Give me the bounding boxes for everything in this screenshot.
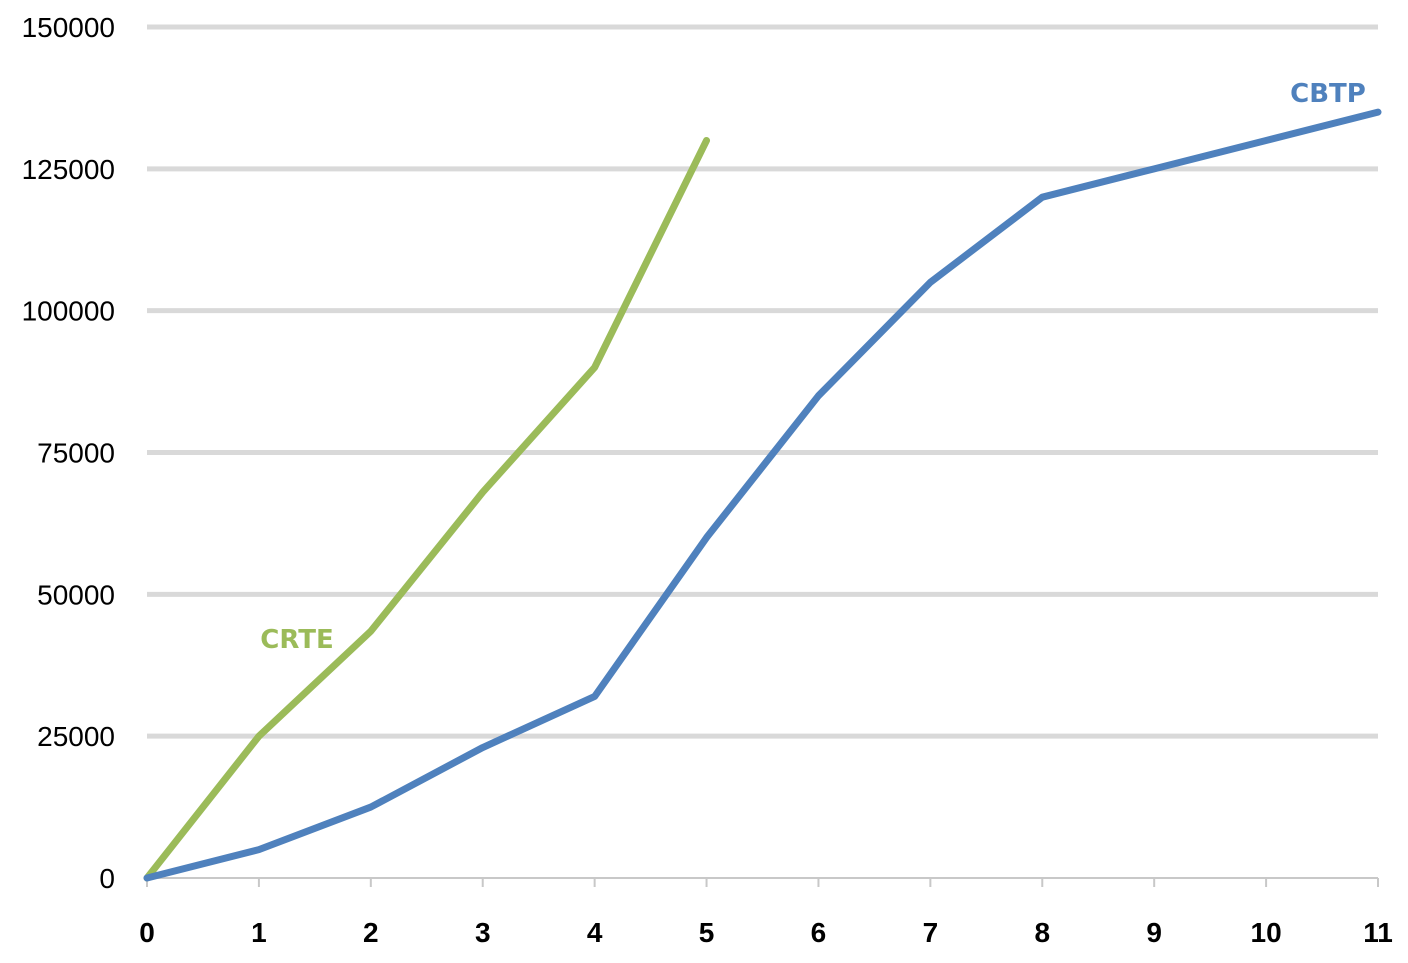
x-tick-label-8: 8 [1034, 917, 1050, 948]
x-tick-label-5: 5 [699, 917, 715, 948]
y-tick-label-125000: 125000 [22, 154, 115, 185]
y-axis-tick-labels: 0 25000 50000 75000 100000 125000 150000 [22, 12, 115, 894]
x-tick-label-4: 4 [587, 917, 603, 948]
series-line-cbtp [143, 108, 1382, 882]
x-tick-label-7: 7 [923, 917, 939, 948]
x-tick-label-11: 11 [1363, 917, 1393, 948]
series-label-cbtp: CBTP [1290, 79, 1366, 109]
x-tick-label-2: 2 [363, 917, 379, 948]
grid-lines [147, 24, 1378, 739]
y-tick-label-100000: 100000 [22, 296, 115, 327]
x-tick-label-10: 10 [1251, 917, 1282, 948]
series-label-crte: CRTE [260, 625, 333, 655]
x-tick-label-3: 3 [475, 917, 491, 948]
x-tick-label-0: 0 [139, 917, 155, 948]
y-tick-label-75000: 75000 [37, 438, 115, 469]
series-labels: CRTE CBTP [260, 79, 1366, 655]
x-tick-label-9: 9 [1146, 917, 1162, 948]
y-tick-label-150000: 150000 [22, 12, 115, 43]
x-axis [146, 877, 1379, 887]
x-tick-label-1: 1 [251, 917, 267, 948]
series-lines [143, 108, 1382, 882]
y-tick-label-50000: 50000 [37, 579, 115, 610]
x-axis-tick-labels: 0 1 2 3 4 5 6 7 8 9 10 11 [139, 917, 1393, 948]
y-tick-label-0: 0 [99, 863, 115, 894]
series-line-crte [143, 136, 711, 882]
x-tick-label-6: 6 [811, 917, 827, 948]
y-tick-label-25000: 25000 [37, 721, 115, 752]
